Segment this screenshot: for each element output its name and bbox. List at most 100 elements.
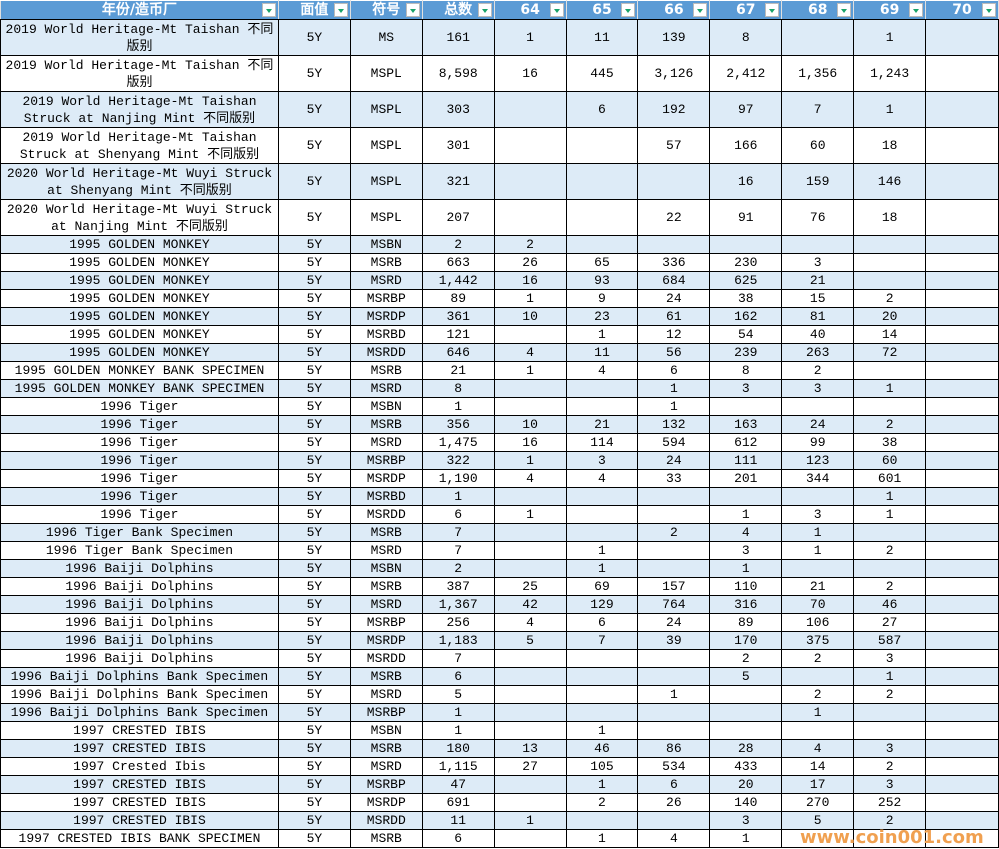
- grade-count-cell[interactable]: 139: [637, 19, 711, 56]
- column-header[interactable]: 69: [853, 0, 927, 20]
- denomination-cell[interactable]: 5Y: [277, 793, 351, 812]
- grade-count-cell[interactable]: [925, 595, 999, 614]
- coin-name-cell[interactable]: 1996 Baiji Dolphins: [0, 649, 279, 668]
- grade-count-cell[interactable]: 24: [637, 613, 711, 632]
- denomination-cell[interactable]: 5Y: [277, 649, 351, 668]
- coin-name-cell[interactable]: 1996 Tiger Bank Specimen: [0, 541, 279, 560]
- filter-dropdown-icon[interactable]: [837, 3, 852, 17]
- denomination-cell[interactable]: 5Y: [277, 91, 351, 128]
- grade-count-cell[interactable]: 1: [565, 829, 639, 848]
- grade-count-cell[interactable]: 14: [853, 325, 927, 344]
- grade-count-cell[interactable]: 8: [709, 361, 783, 380]
- grade-count-cell[interactable]: 1: [493, 289, 567, 308]
- grade-count-cell[interactable]: 91: [709, 199, 783, 236]
- grade-count-cell[interactable]: 24: [781, 415, 855, 434]
- coin-name-cell[interactable]: 1996 Tiger Bank Specimen: [0, 523, 279, 542]
- denomination-cell[interactable]: 5Y: [277, 379, 351, 398]
- grade-count-cell[interactable]: 81: [781, 307, 855, 326]
- denomination-cell[interactable]: 5Y: [277, 631, 351, 650]
- grade-code-cell[interactable]: MSRDD: [349, 811, 423, 830]
- grade-count-cell[interactable]: [565, 649, 639, 668]
- grade-count-cell[interactable]: 2: [853, 757, 927, 776]
- grade-count-cell[interactable]: 3: [853, 649, 927, 668]
- denomination-cell[interactable]: 5Y: [277, 433, 351, 452]
- column-header[interactable]: 64: [493, 0, 567, 20]
- denomination-cell[interactable]: 5Y: [277, 721, 351, 740]
- denomination-cell[interactable]: 5Y: [277, 505, 351, 524]
- grade-count-cell[interactable]: 2: [781, 685, 855, 704]
- denomination-cell[interactable]: 5Y: [277, 703, 351, 722]
- grade-code-cell[interactable]: MSRB: [349, 415, 423, 434]
- total-cell[interactable]: 5: [421, 685, 495, 704]
- total-cell[interactable]: 321: [421, 163, 495, 200]
- grade-count-cell[interactable]: 40: [781, 325, 855, 344]
- grade-count-cell[interactable]: 61: [637, 307, 711, 326]
- grade-count-cell[interactable]: 12: [637, 325, 711, 344]
- grade-code-cell[interactable]: MSBN: [349, 397, 423, 416]
- coin-name-cell[interactable]: 1996 Tiger: [0, 397, 279, 416]
- grade-count-cell[interactable]: 46: [565, 739, 639, 758]
- grade-count-cell[interactable]: [493, 667, 567, 686]
- grade-count-cell[interactable]: 1: [493, 451, 567, 470]
- grade-count-cell[interactable]: [853, 559, 927, 578]
- grade-code-cell[interactable]: MSRD: [349, 595, 423, 614]
- grade-count-cell[interactable]: [637, 667, 711, 686]
- grade-count-cell[interactable]: [925, 703, 999, 722]
- filter-dropdown-icon[interactable]: [261, 3, 276, 17]
- coin-name-cell[interactable]: 1995 GOLDEN MONKEY BANK SPECIMEN: [0, 379, 279, 398]
- grade-count-cell[interactable]: [709, 721, 783, 740]
- grade-code-cell[interactable]: MSPL: [349, 91, 423, 128]
- grade-count-cell[interactable]: [493, 379, 567, 398]
- grade-count-cell[interactable]: 17: [781, 775, 855, 794]
- grade-count-cell[interactable]: [925, 271, 999, 290]
- column-header[interactable]: 符号: [349, 0, 423, 20]
- grade-count-cell[interactable]: 16: [709, 163, 783, 200]
- grade-count-cell[interactable]: [565, 811, 639, 830]
- grade-count-cell[interactable]: 1: [493, 505, 567, 524]
- grade-count-cell[interactable]: 2,412: [709, 55, 783, 92]
- grade-count-cell[interactable]: 56: [637, 343, 711, 362]
- grade-count-cell[interactable]: 3: [781, 505, 855, 524]
- grade-count-cell[interactable]: 26: [493, 253, 567, 272]
- grade-count-cell[interactable]: [925, 667, 999, 686]
- grade-count-cell[interactable]: 1: [853, 379, 927, 398]
- grade-count-cell[interactable]: [565, 235, 639, 254]
- grade-count-cell[interactable]: 76: [781, 199, 855, 236]
- grade-count-cell[interactable]: [925, 829, 999, 848]
- grade-count-cell[interactable]: [853, 253, 927, 272]
- total-cell[interactable]: 6: [421, 667, 495, 686]
- grade-count-cell[interactable]: 99: [781, 433, 855, 452]
- denomination-cell[interactable]: 5Y: [277, 253, 351, 272]
- grade-count-cell[interactable]: 625: [709, 271, 783, 290]
- grade-count-cell[interactable]: 1: [565, 325, 639, 344]
- denomination-cell[interactable]: 5Y: [277, 19, 351, 56]
- grade-count-cell[interactable]: 684: [637, 271, 711, 290]
- grade-code-cell[interactable]: MSPL: [349, 163, 423, 200]
- grade-count-cell[interactable]: 16: [493, 271, 567, 290]
- grade-count-cell[interactable]: 70: [781, 595, 855, 614]
- denomination-cell[interactable]: 5Y: [277, 397, 351, 416]
- grade-count-cell[interactable]: 111: [709, 451, 783, 470]
- grade-count-cell[interactable]: [925, 19, 999, 56]
- grade-count-cell[interactable]: [925, 739, 999, 758]
- grade-code-cell[interactable]: MSRB: [349, 361, 423, 380]
- grade-code-cell[interactable]: MSRBP: [349, 289, 423, 308]
- total-cell[interactable]: 180: [421, 739, 495, 758]
- grade-count-cell[interactable]: 445: [565, 55, 639, 92]
- total-cell[interactable]: 47: [421, 775, 495, 794]
- grade-count-cell[interactable]: 10: [493, 415, 567, 434]
- total-cell[interactable]: 1: [421, 397, 495, 416]
- grade-count-cell[interactable]: 7: [781, 91, 855, 128]
- grade-count-cell[interactable]: 21: [781, 577, 855, 596]
- grade-code-cell[interactable]: MSRB: [349, 739, 423, 758]
- grade-count-cell[interactable]: [925, 775, 999, 794]
- grade-count-cell[interactable]: [781, 559, 855, 578]
- grade-count-cell[interactable]: 18: [853, 199, 927, 236]
- grade-count-cell[interactable]: 28: [709, 739, 783, 758]
- grade-count-cell[interactable]: [493, 649, 567, 668]
- coin-name-cell[interactable]: 1995 GOLDEN MONKEY: [0, 253, 279, 272]
- coin-name-cell[interactable]: 1997 CRESTED IBIS: [0, 793, 279, 812]
- grade-count-cell[interactable]: [493, 127, 567, 164]
- coin-name-cell[interactable]: 1995 GOLDEN MONKEY: [0, 235, 279, 254]
- grade-count-cell[interactable]: 2: [493, 235, 567, 254]
